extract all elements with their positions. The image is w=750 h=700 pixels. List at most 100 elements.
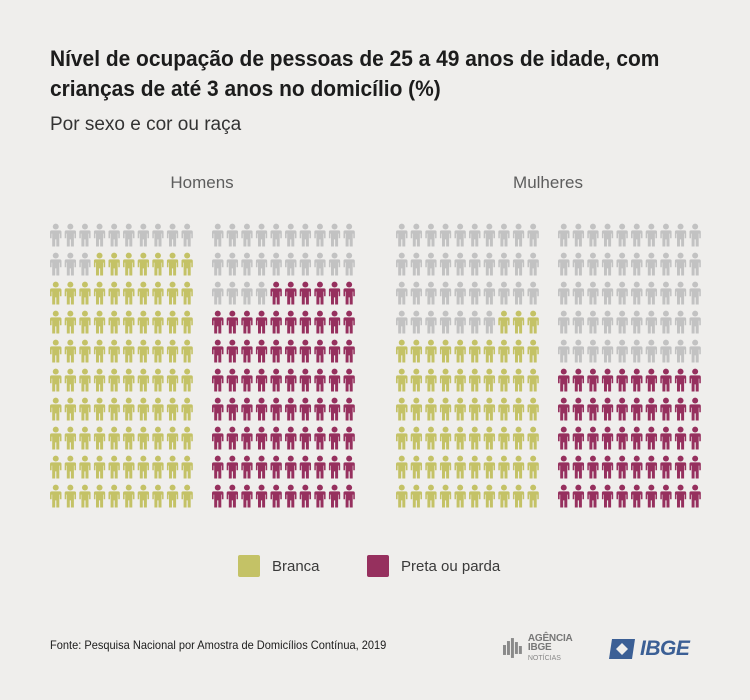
person-icon-empty <box>616 252 628 276</box>
person-icon-filled <box>674 368 687 392</box>
person-icon-empty <box>660 339 672 363</box>
person-icon-filled <box>79 281 91 305</box>
person-icon-filled <box>512 484 525 508</box>
person-icon-filled <box>299 484 312 508</box>
person-icon-filled <box>512 310 525 334</box>
person-icon-empty <box>498 281 510 305</box>
person-icon-empty <box>255 281 268 305</box>
person-icon-empty <box>425 281 437 305</box>
person-icon-empty <box>660 310 672 334</box>
person-icon-empty <box>181 223 193 247</box>
person-icon-filled <box>123 484 135 508</box>
person-icon-empty <box>572 310 585 334</box>
person-icon-empty <box>512 252 525 276</box>
person-icon-filled <box>512 455 525 479</box>
agencia-logo-line1: AGÊNCIA IBGE <box>527 632 573 653</box>
person-icon-empty <box>512 223 525 247</box>
person-icon-filled <box>674 484 687 508</box>
person-icon-empty <box>425 310 437 334</box>
person-icon-filled <box>512 397 525 421</box>
person-icon-empty <box>439 252 452 276</box>
person-icon-empty <box>396 281 408 305</box>
person-icon-filled <box>601 397 614 421</box>
person-icon-filled <box>631 368 643 392</box>
person-icon-filled <box>212 397 224 421</box>
person-icon-filled <box>439 426 452 450</box>
person-icon-empty <box>674 281 687 305</box>
person-icon-filled <box>527 484 539 508</box>
person-icon-filled <box>343 368 355 392</box>
person-icon-filled <box>439 484 452 508</box>
person-icon-filled <box>285 368 297 392</box>
ibge-logo: IBGE <box>608 636 690 662</box>
person-icon-filled <box>108 339 120 363</box>
person-icon-filled <box>241 310 253 334</box>
person-icon-filled <box>689 368 701 392</box>
person-icon-filled <box>343 484 355 508</box>
person-icon-empty <box>469 252 481 276</box>
person-icon-empty <box>314 223 326 247</box>
person-icon-filled <box>64 455 77 479</box>
person-icon-empty <box>396 310 408 334</box>
person-icon-filled <box>498 484 510 508</box>
person-icon-filled <box>123 397 135 421</box>
person-icon-filled <box>572 484 585 508</box>
person-icon-filled <box>660 455 672 479</box>
source-note: Fonte: Pesquisa Nacional por Amostra de … <box>50 638 387 652</box>
person-icon-filled <box>137 339 150 363</box>
person-icon-filled <box>166 339 179 363</box>
person-icon-filled <box>50 368 62 392</box>
person-icon-empty <box>137 223 150 247</box>
person-icon-empty <box>483 281 496 305</box>
person-icon-empty <box>226 252 239 276</box>
person-icon-filled <box>166 368 179 392</box>
person-icon-filled <box>255 310 268 334</box>
person-icon-filled <box>328 310 341 334</box>
person-icon-filled <box>108 397 120 421</box>
person-icon-empty <box>410 252 423 276</box>
person-icon-filled <box>299 426 312 450</box>
person-icon-empty <box>469 281 481 305</box>
person-icon-filled <box>255 397 268 421</box>
person-icon-filled <box>645 455 658 479</box>
person-icon-filled <box>50 310 62 334</box>
person-icon-filled <box>512 426 525 450</box>
person-icon-empty <box>616 310 628 334</box>
person-icon-filled <box>631 484 643 508</box>
person-icon-filled <box>255 339 268 363</box>
person-icon-filled <box>645 368 658 392</box>
person-icon-filled <box>226 484 239 508</box>
person-icon-empty <box>601 252 614 276</box>
person-icon-filled <box>631 397 643 421</box>
person-icon-filled <box>454 426 466 450</box>
person-icon-filled <box>616 484 628 508</box>
person-icon-empty <box>483 223 496 247</box>
person-icon-empty <box>79 252 91 276</box>
person-icon-filled <box>343 310 355 334</box>
person-icon-filled <box>498 339 510 363</box>
person-icon-filled <box>439 339 452 363</box>
pictogram-grid-mulheres-branca <box>396 223 539 508</box>
person-icon-filled <box>631 455 643 479</box>
person-icon-empty <box>689 310 701 334</box>
person-icon-filled <box>270 339 282 363</box>
person-icon-filled <box>299 397 312 421</box>
person-icon-filled <box>137 281 150 305</box>
person-icon-filled <box>226 368 239 392</box>
person-icon-filled <box>410 484 423 508</box>
person-icon-empty <box>469 310 481 334</box>
legend-item-preta-parda: Preta ou parda <box>367 555 500 577</box>
person-icon-filled <box>572 397 585 421</box>
person-icon-filled <box>93 281 106 305</box>
person-icon-empty <box>645 281 658 305</box>
person-icon-filled <box>674 426 687 450</box>
person-icon-empty <box>166 223 179 247</box>
person-icon-empty <box>50 223 62 247</box>
person-icon-filled <box>181 310 193 334</box>
person-icon-filled <box>108 426 120 450</box>
person-icon-filled <box>314 281 326 305</box>
person-icon-filled <box>299 339 312 363</box>
person-icon-filled <box>601 368 614 392</box>
person-icon-empty <box>439 223 452 247</box>
